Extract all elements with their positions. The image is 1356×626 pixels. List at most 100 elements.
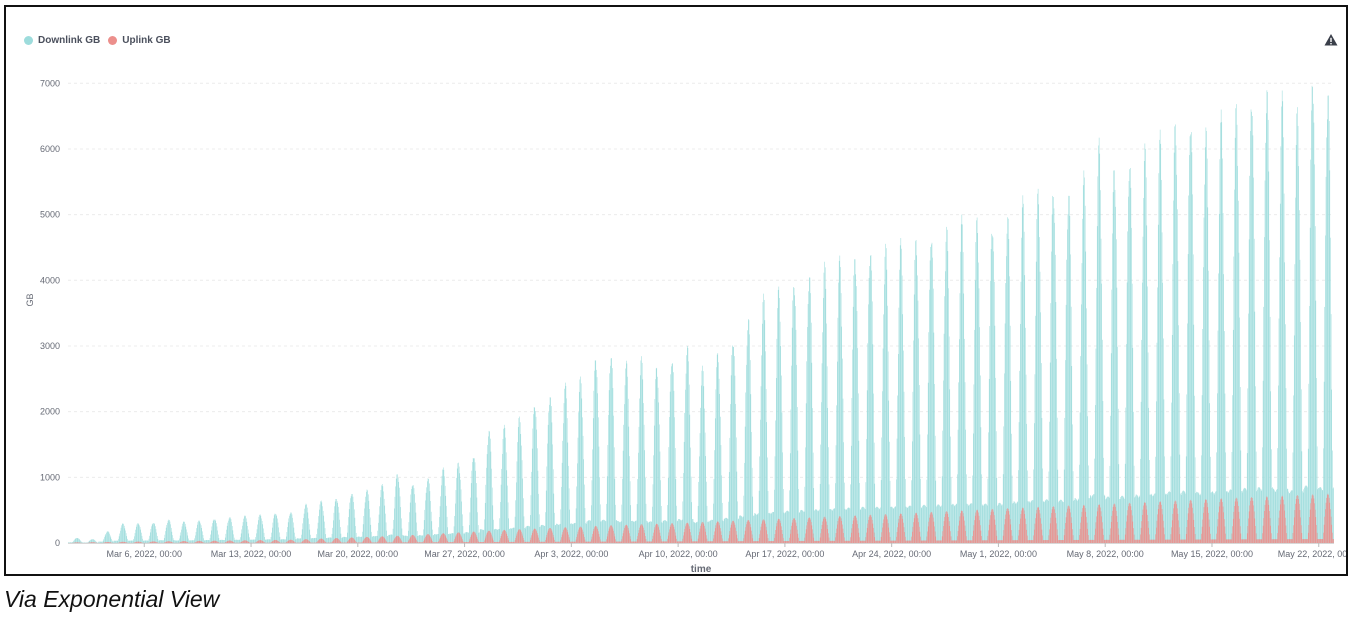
uplink-bar <box>927 531 928 543</box>
legend[interactable]: Downlink GB Uplink GB <box>24 35 171 46</box>
legend-item-uplink[interactable]: Uplink GB <box>108 35 171 46</box>
downlink-bar <box>906 507 908 543</box>
uplink-bar <box>383 536 384 543</box>
downlink-bar <box>439 506 441 543</box>
uplink-bar <box>109 542 110 543</box>
downlink-bar <box>518 418 520 543</box>
downlink-bar <box>837 361 838 543</box>
uplink-bar <box>520 530 522 543</box>
uplink-bar <box>1136 539 1138 543</box>
uplink-bar <box>1112 510 1113 543</box>
uplink-bar <box>995 524 996 543</box>
uplink-bar <box>1061 540 1062 543</box>
downlink-bar <box>1267 119 1269 543</box>
uplink-bar <box>1213 539 1215 543</box>
uplink-bar <box>903 527 905 543</box>
uplink-bar <box>1209 526 1210 543</box>
uplink-bar <box>486 532 488 543</box>
uplink-bar <box>537 535 539 543</box>
downlink-bar <box>670 374 672 543</box>
uplink-bar <box>1157 514 1158 543</box>
uplink-bar <box>294 542 296 543</box>
downlink-bar <box>378 522 379 543</box>
uplink-bar <box>1290 539 1292 543</box>
uplink-bar <box>1245 539 1247 543</box>
uplink-bar <box>1239 518 1240 543</box>
downlink-bar <box>551 406 552 543</box>
y-tick-label: 5000 <box>40 210 60 220</box>
downlink-bar <box>659 451 661 543</box>
uplink-bar <box>499 540 501 543</box>
downlink-bar <box>1114 189 1116 543</box>
uplink-bar <box>553 537 555 543</box>
downlink-bar <box>418 535 420 543</box>
legend-item-downlink[interactable]: Downlink GB <box>24 35 100 46</box>
downlink-bar <box>479 532 480 543</box>
uplink-bar <box>680 541 681 543</box>
downlink-bar <box>162 540 163 543</box>
downlink-bar <box>291 512 292 543</box>
uplink-bar <box>200 541 202 543</box>
downlink-bar <box>927 382 929 543</box>
downlink-bar <box>1016 502 1018 543</box>
downlink-bar <box>795 306 796 543</box>
uplink-bar <box>906 540 908 543</box>
downlink-bar <box>235 539 236 543</box>
y-tick-label: 4000 <box>40 275 60 285</box>
downlink-bar <box>1299 210 1300 544</box>
downlink-bar <box>912 441 913 543</box>
downlink-bar <box>481 529 482 543</box>
uplink-bar <box>875 540 877 543</box>
downlink-bar <box>168 519 169 543</box>
uplink-bar <box>245 540 247 543</box>
uplink-bar <box>1135 539 1136 543</box>
downlink-bar <box>1278 318 1280 543</box>
downlink-bar <box>1181 492 1183 543</box>
uplink-bar <box>992 509 994 543</box>
uplink-bar <box>1062 540 1064 543</box>
downlink-bar <box>883 314 884 543</box>
downlink-bar <box>1285 388 1287 543</box>
downlink-bar <box>992 235 993 543</box>
downlink-bar <box>477 525 479 543</box>
uplink-bar <box>397 535 398 543</box>
uplink-bar <box>942 531 944 543</box>
downlink-bar <box>210 534 211 543</box>
uplink-bar <box>892 540 894 543</box>
uplink-bar <box>999 540 1000 543</box>
uplink-bar <box>674 529 675 543</box>
downlink-bar <box>134 536 135 543</box>
uplink-bar <box>567 532 569 543</box>
downlink-bar <box>340 527 341 543</box>
uplink-bar <box>599 536 600 543</box>
downlink-bar <box>832 509 834 543</box>
downlink-bar <box>1060 499 1061 543</box>
downlink-bar <box>298 538 300 543</box>
downlink-bar <box>687 347 689 543</box>
downlink-bar <box>397 474 398 543</box>
downlink-bar <box>655 368 657 543</box>
uplink-bar <box>1129 503 1131 543</box>
downlink-bar <box>1332 488 1334 543</box>
warning-icon[interactable] <box>1324 33 1338 47</box>
uplink-bar <box>891 540 892 543</box>
downlink-bar <box>777 308 778 543</box>
downlink-bar <box>490 438 491 543</box>
uplink-bar <box>1020 514 1022 543</box>
uplink-bar <box>1042 535 1043 543</box>
downlink-bar <box>1034 423 1035 543</box>
uplink-bar <box>1149 539 1151 543</box>
downlink-bar <box>371 531 372 543</box>
uplink-bar <box>167 541 169 543</box>
downlink-bar <box>806 361 808 543</box>
uplink-bar <box>1000 540 1002 543</box>
downlink-bar <box>279 536 281 543</box>
downlink-bar <box>1016 503 1017 543</box>
downlink-bar <box>650 521 651 543</box>
downlink-bar <box>443 469 445 543</box>
uplink-bar <box>1081 516 1082 543</box>
downlink-bar <box>504 427 506 543</box>
uplink-bar <box>463 542 465 543</box>
downlink-bar <box>417 535 419 543</box>
downlink-bar <box>1254 311 1256 543</box>
